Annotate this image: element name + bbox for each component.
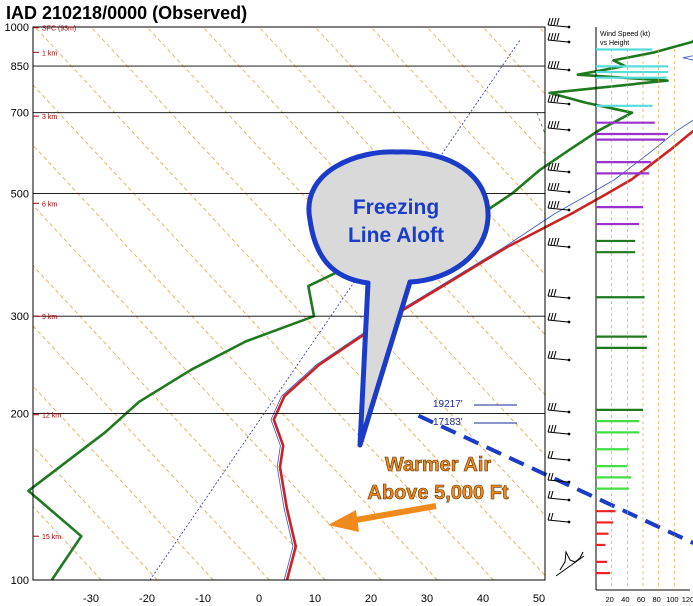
- dry-adiabat-line: [565, 113, 693, 580]
- surface-wind-diagonal: [555, 555, 585, 577]
- annotations: Freezing Line Aloft Warmer Air Above 5,0…: [306, 149, 509, 532]
- freezing-line-0c: [412, 411, 693, 546]
- height-label: 1 km: [42, 50, 57, 57]
- wind-barb: [547, 17, 571, 29]
- dry-adiabat-line: [649, 113, 693, 580]
- wind-barb: [547, 512, 571, 524]
- wind-barb: [547, 472, 571, 484]
- pressure-tick-label: 1000: [5, 22, 29, 34]
- temperature-tick-label: 0: [256, 593, 262, 605]
- reference-dotted-line: [149, 39, 521, 580]
- wind-barb: [547, 94, 571, 106]
- freezing-line: [412, 411, 693, 546]
- warm-air-text-line1: Warmer Air: [385, 454, 492, 476]
- wind-barb: [547, 350, 571, 362]
- temperature-tick-label: 50: [533, 593, 545, 605]
- sounding-profiles: [27, 39, 693, 581]
- chart-title: IAD 210218/0000 (Observed): [6, 3, 247, 23]
- bubble-text-line2: Line Aloft: [348, 224, 444, 247]
- warm-air-arrow-shaft: [349, 503, 437, 524]
- temperature-tick-label: 20: [365, 593, 377, 605]
- isotherm-line: [33, 325, 270, 580]
- bubble-text-line1: Freezing: [353, 196, 439, 219]
- freezing-level-label: 17183': [433, 417, 463, 428]
- warm-air-text-line2: Above 5,000 Ft: [367, 482, 509, 504]
- pressure-tick-label: 200: [11, 409, 29, 421]
- wind-barb: [547, 490, 571, 502]
- surface-wind-trace: [559, 550, 584, 571]
- temperature-tick-label: 40: [477, 593, 489, 605]
- pressure-tick-label: 700: [11, 108, 29, 120]
- wind-barb: [547, 424, 571, 436]
- dry-adiabat-line: [677, 113, 693, 580]
- wind-barb: [547, 200, 571, 212]
- wind-barb: [547, 312, 571, 324]
- wind-barb: [547, 120, 571, 132]
- height-label: 12 km: [42, 413, 61, 420]
- dry-adiabat-line: [621, 113, 693, 580]
- temperature-tick-label: 30: [421, 593, 433, 605]
- height-label: 6 km: [42, 201, 57, 208]
- isotherm-line: [33, 385, 214, 580]
- wind-barb: [547, 162, 571, 174]
- pressure-tick-label: 100: [11, 575, 29, 587]
- isotherm-line: [33, 204, 382, 580]
- height-label: 9 km: [42, 314, 57, 321]
- plot-frame: [32, 26, 546, 581]
- temperature-tick-label: 10: [309, 593, 321, 605]
- wind-barb: [547, 32, 571, 44]
- virtual-temperature-profile: [270, 55, 693, 581]
- dry-adiabat-line: [593, 113, 693, 580]
- dry-adiabat-line: [536, 112, 545, 135]
- freezing-line-bubble: [306, 149, 491, 448]
- height-label: 15 km: [42, 534, 61, 541]
- skewt-grid: [33, 27, 693, 580]
- wind-barb: [547, 402, 571, 414]
- isotherm-line: [90, 27, 545, 516]
- wind-barb: [547, 182, 571, 194]
- warm-air-arrow-head: [328, 510, 359, 532]
- wind-barbs-column: [547, 17, 585, 577]
- pressure-tick-label: 500: [11, 188, 29, 200]
- isotherm-line: [482, 27, 545, 95]
- wind-barb: [547, 60, 571, 72]
- wind-barb: [547, 288, 571, 300]
- pressure-tick-label: 300: [11, 311, 29, 323]
- wind-barb: [547, 237, 571, 249]
- wind-barb: [547, 450, 571, 462]
- height-label: SFC (93m): [42, 26, 76, 33]
- freezing-level-label: 19217': [433, 399, 463, 410]
- height-label: 3 km: [42, 114, 57, 121]
- pressure-tick-label: 850: [11, 61, 29, 73]
- temperature-profile: [272, 129, 693, 581]
- dewpoint-profile: [27, 39, 693, 581]
- temperature-tick-label: -10: [195, 593, 211, 605]
- isotherm-line: [33, 265, 326, 580]
- temperature-tick-label: -30: [83, 593, 99, 605]
- temperature-tick-label: -20: [139, 593, 155, 605]
